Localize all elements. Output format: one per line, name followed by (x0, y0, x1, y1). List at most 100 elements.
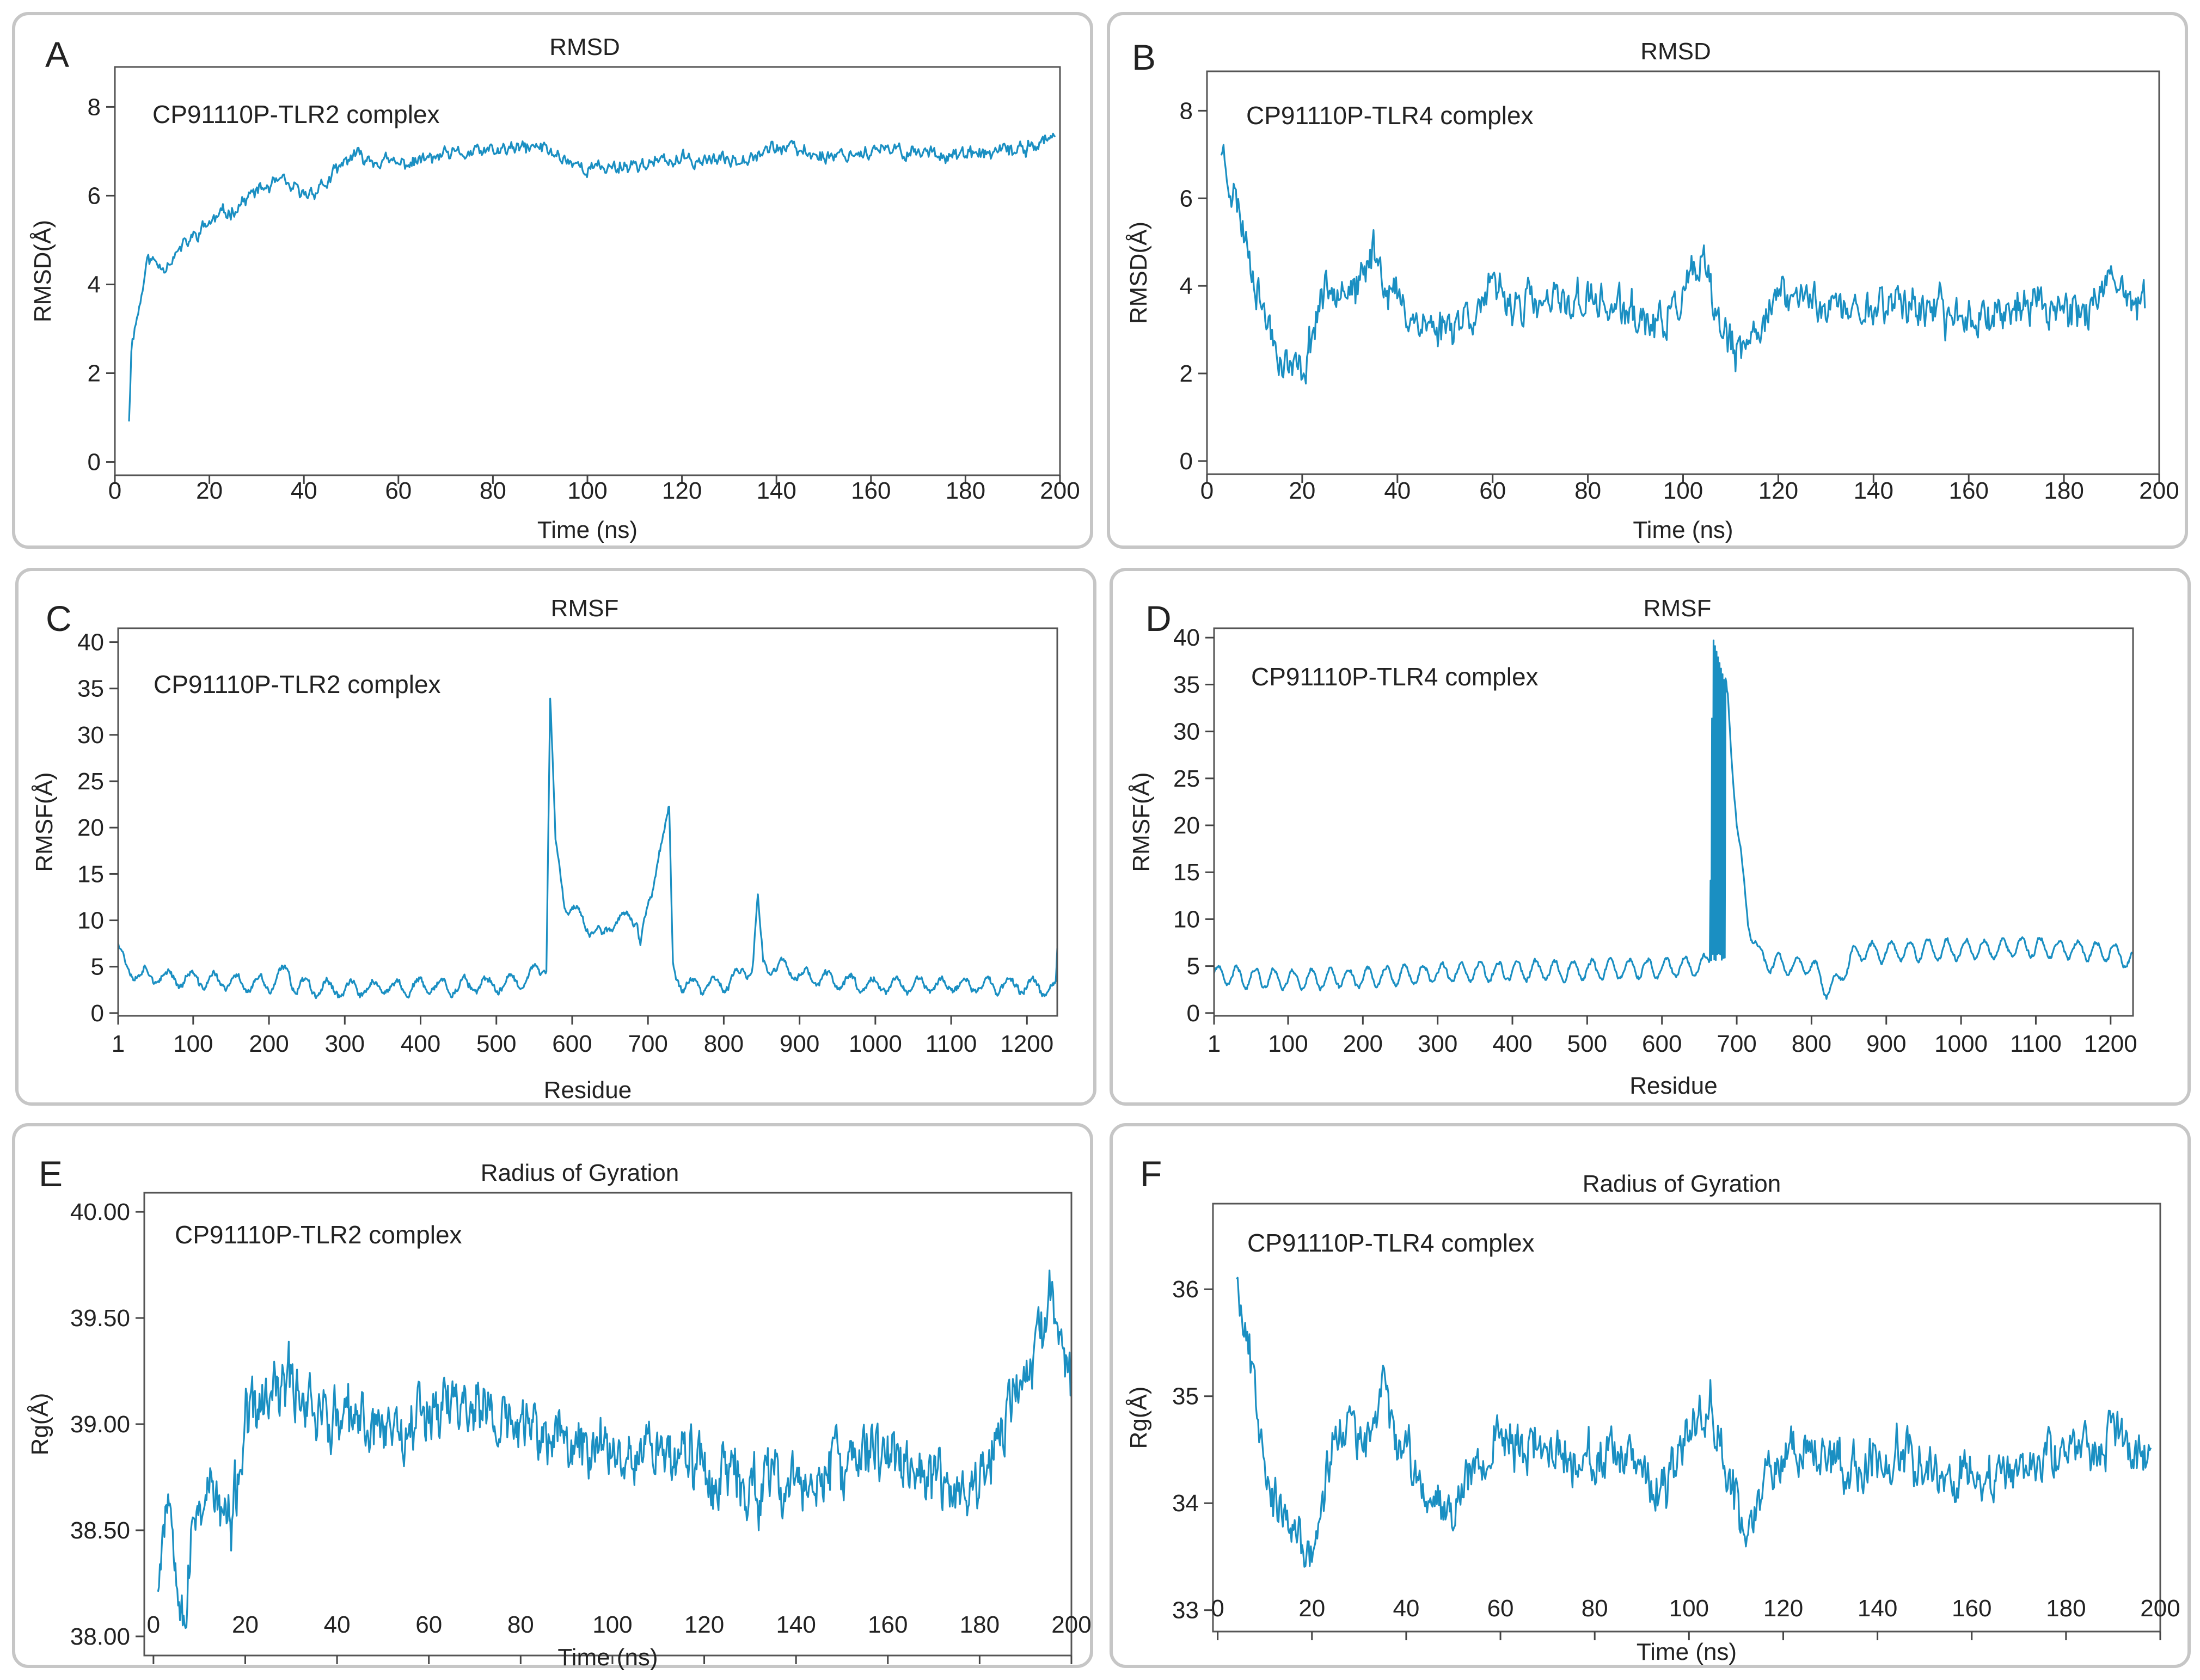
x-tick-label: 180 (946, 477, 985, 504)
x-tick-label: 60 (1479, 477, 1506, 504)
y-tick-label: 4 (88, 271, 101, 298)
panel-b: B RMSD 0 20 40 60 80 100 120 140 160 180 200 0 2 4 6 8 Tim… (1107, 12, 2188, 549)
x-tick-label: 500 (1567, 1031, 1607, 1057)
x-tick-label: 1100 (926, 1031, 977, 1057)
series-line (157, 1270, 1073, 1629)
plot-frame (143, 1192, 1073, 1657)
series-line (1236, 1277, 2152, 1568)
chart-e: E Radius of Gyration 0 20 40 60 80 100 120 140 160… (27, 1154, 1092, 1671)
y-tick-label: 6 (88, 182, 101, 209)
x-tick-label: 0 (147, 1611, 160, 1638)
x-tick-label: 80 (1574, 477, 1601, 504)
chart-a: A RMSD 0 20 40 60 80 100 120 140 160 180 200 0 2 4 6 8 Tim… (29, 34, 1080, 543)
panel-a: A RMSD 0 20 40 60 80 100 120 140 160 180 200 0 2 4 6 8 Tim… (12, 12, 1093, 549)
x-tick-label: 120 (1758, 477, 1798, 504)
y-axis-label: RMSD(Å) (1125, 222, 1152, 324)
chart-title: RMSF (1644, 595, 1712, 622)
series-line (1220, 144, 2146, 385)
panel-letter: A (45, 34, 69, 75)
x-tick-label: 1100 (2010, 1031, 2062, 1057)
x-tick-label: 300 (1418, 1031, 1457, 1057)
y-axis-label: RMSF(Å) (1128, 772, 1155, 872)
chart-title: RMSF (551, 595, 619, 622)
series-group (117, 697, 1058, 1000)
x-tick-label: 700 (628, 1031, 667, 1057)
x-tick-label: 140 (756, 477, 796, 504)
y-tick-label: 15 (1173, 859, 1200, 886)
x-tick-label: 140 (776, 1611, 816, 1638)
y-tick-label: 8 (1180, 97, 1193, 124)
x-tick-label: 200 (249, 1031, 289, 1057)
x-tick-label: 200 (1343, 1031, 1383, 1057)
y-tick-label: 25 (1173, 765, 1200, 792)
x-tick-label: 100 (592, 1611, 632, 1638)
x-tick-label: 200 (1040, 477, 1080, 504)
complex-annotation: CP91110P-TLR2 complex (154, 670, 441, 698)
y-tick-label: 25 (77, 768, 104, 795)
y-tick-label: 2 (1180, 360, 1193, 387)
y-tick-label: 10 (1173, 906, 1200, 933)
panel-e: E Radius of Gyration 0 20 40 60 80 100 120 140 160… (12, 1123, 1093, 1671)
x-tick-label: 20 (232, 1611, 259, 1638)
x-tick-label: 140 (1854, 477, 1893, 504)
y-axis-label: Rg(Å) (27, 1393, 53, 1456)
panel-letter: D (1145, 598, 1172, 639)
panel-letter: B (1132, 37, 1156, 77)
y-axis: 0 5 10 15 20 25 30 35 40 (1173, 624, 1214, 1027)
complex-annotation: CP91110P-TLR2 complex (152, 100, 440, 128)
x-axis: 1 100 200 300 400 500 600 700 800 900 1000 1100 1200 (112, 1016, 1053, 1057)
series-line (1213, 639, 2134, 1000)
y-axis: 0 5 10 15 20 25 30 35 40 (77, 629, 118, 1027)
y-axis-label: RMSF(Å) (31, 772, 58, 872)
y-tick-label: 2 (88, 360, 101, 387)
x-tick-label: 1200 (2084, 1031, 2137, 1057)
chart-title: RMSD (549, 34, 620, 60)
panel-d: D RMSF 1 100 200 300 400 500 600 700 800 900 1000 110… (1110, 568, 2191, 1106)
y-tick-label: 0 (91, 1000, 104, 1027)
x-tick-label: 80 (480, 477, 506, 504)
y-tick-label: 35 (1172, 1383, 1199, 1410)
x-tick-label: 160 (851, 477, 891, 504)
x-axis-label: Residue (1629, 1072, 1717, 1099)
y-axis: 0 2 4 6 8 (1180, 97, 1207, 475)
y-tick-label: 30 (1173, 719, 1200, 745)
x-tick-label: 20 (1298, 1595, 1325, 1622)
plot-frame (1212, 1203, 2161, 1633)
x-tick-label: 400 (1492, 1031, 1532, 1057)
x-axis: 0 20 40 60 80 100 120 140 160 180 200 (147, 1611, 1092, 1664)
y-tick-label: 8 (88, 94, 101, 120)
x-tick-label: 180 (2044, 477, 2083, 504)
y-tick-label: 6 (1180, 185, 1193, 212)
x-tick-label: 120 (1763, 1595, 1803, 1622)
x-tick-label: 800 (1792, 1031, 1831, 1057)
x-tick-label: 1 (112, 1031, 125, 1057)
x-tick-label: 40 (1384, 477, 1411, 504)
y-tick-label: 40 (77, 629, 104, 656)
panel-letter: E (39, 1154, 63, 1194)
x-axis: 1 100 200 300 400 500 600 700 800 900 1000 1100 1200 (1208, 1016, 2137, 1057)
x-tick-label: 40 (324, 1611, 351, 1638)
series-group (157, 1270, 1073, 1629)
x-axis: 0 20 40 60 80 100 120 140 160 180 200 (1211, 1595, 2180, 1640)
x-axis-label: Residue (544, 1077, 632, 1103)
x-axis: 0 20 40 60 80 100 120 140 160 180 200 (1200, 474, 2179, 504)
y-tick-label: 0 (1187, 1000, 1200, 1027)
complex-annotation: CP91110P-TLR4 complex (1247, 1229, 1535, 1257)
plot-frame (1213, 627, 2134, 1017)
x-tick-label: 20 (1289, 477, 1315, 504)
x-tick-label: 180 (2046, 1595, 2086, 1622)
y-tick-label: 38.00 (70, 1623, 130, 1650)
chart-f: F Radius of Gyration 0 20 40 60 80 100 120 140 160… (1125, 1154, 2180, 1665)
panel-letter: F (1140, 1154, 1162, 1194)
plot-frame (1206, 70, 2160, 475)
x-tick-label: 100 (567, 477, 607, 504)
y-tick-label: 20 (77, 814, 104, 841)
plot-frame (117, 627, 1058, 1017)
x-tick-label: 600 (1642, 1031, 1682, 1057)
x-tick-label: 100 (173, 1031, 213, 1057)
x-tick-label: 300 (325, 1031, 365, 1057)
y-tick-label: 36 (1172, 1276, 1199, 1303)
series-group (1236, 1277, 2152, 1568)
x-tick-label: 700 (1717, 1031, 1756, 1057)
